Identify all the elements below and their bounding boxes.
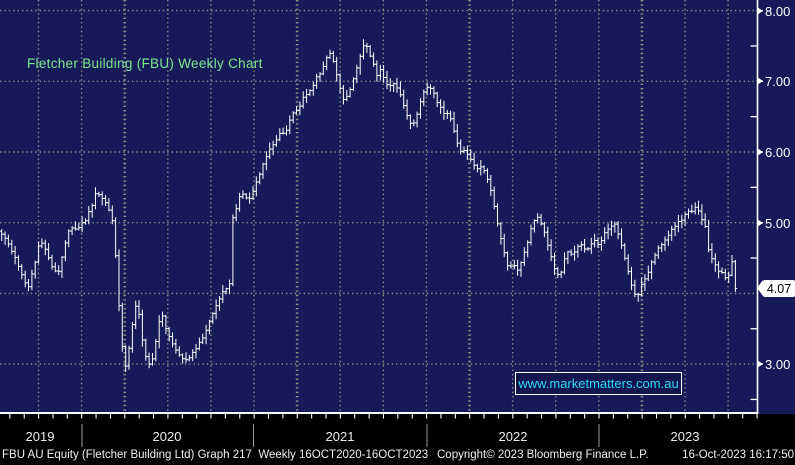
year-label-2021: 2021 <box>325 429 355 444</box>
watermark-link-text[interactable]: www.marketmatters.com.au <box>518 376 679 391</box>
y-axis-label-text: 6.00 <box>765 144 791 160</box>
status-security-info: FBU AU Equity (Fletcher Building Ltd) Gr… <box>2 449 429 461</box>
year-label-2022: 2022 <box>498 429 528 444</box>
y-axis-label-text: 7.00 <box>765 73 791 89</box>
y-axis-label-text: 5.00 <box>765 215 791 231</box>
watermark-link[interactable]: www.marketmatters.com.au <box>515 372 682 395</box>
status-copyright: Copyright© 2023 Bloomberg Finance L.P. <box>437 449 649 461</box>
year-label-2023: 2023 <box>670 429 700 444</box>
y-axis-label-3: 3.00 <box>757 356 790 372</box>
x-axis-band <box>0 414 795 465</box>
year-label-2019: 2019 <box>25 429 55 444</box>
chart-title: Fletcher Building (FBU) Weekly Chart <box>27 56 263 71</box>
year-label-2020: 2020 <box>152 429 182 444</box>
y-axis-label-text: 8.00 <box>765 3 791 19</box>
y-axis-label-5: 5.00 <box>757 215 790 231</box>
last-price-value: 4.07 <box>766 281 792 296</box>
status-timestamp: 16-Oct-2023 16:17:50 <box>682 449 794 461</box>
y-axis-label-6: 6.00 <box>757 144 790 160</box>
y-axis-label-text: 3.00 <box>765 356 791 372</box>
y-axis-label-8: 8.00 <box>757 3 790 19</box>
last-price-tag: 4.07 <box>757 280 795 297</box>
y-axis-label-7: 7.00 <box>757 73 790 89</box>
